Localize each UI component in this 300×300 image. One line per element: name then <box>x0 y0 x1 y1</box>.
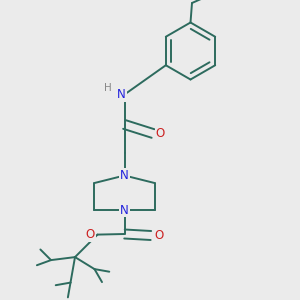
Text: N: N <box>120 203 129 217</box>
Text: H: H <box>104 83 112 93</box>
Text: O: O <box>156 127 165 140</box>
Text: O: O <box>154 229 163 242</box>
Text: N: N <box>120 169 129 182</box>
Text: O: O <box>85 228 94 241</box>
Text: N: N <box>117 88 126 101</box>
